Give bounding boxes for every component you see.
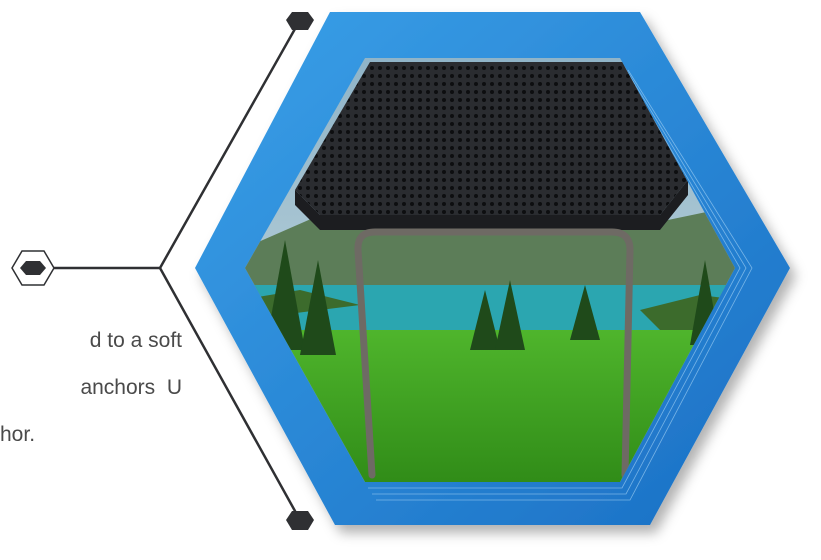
product-photo bbox=[245, 58, 735, 482]
connector bbox=[48, 19, 302, 521]
paragraph-line: hor. bbox=[0, 423, 35, 446]
frame-lines bbox=[368, 61, 753, 501]
paragraph-line: anchors U bbox=[80, 376, 182, 399]
paragraph-line: d to a soft bbox=[90, 329, 182, 352]
node-top bbox=[286, 12, 314, 30]
node-icon bbox=[11, 250, 55, 286]
node-bottom bbox=[286, 511, 314, 530]
